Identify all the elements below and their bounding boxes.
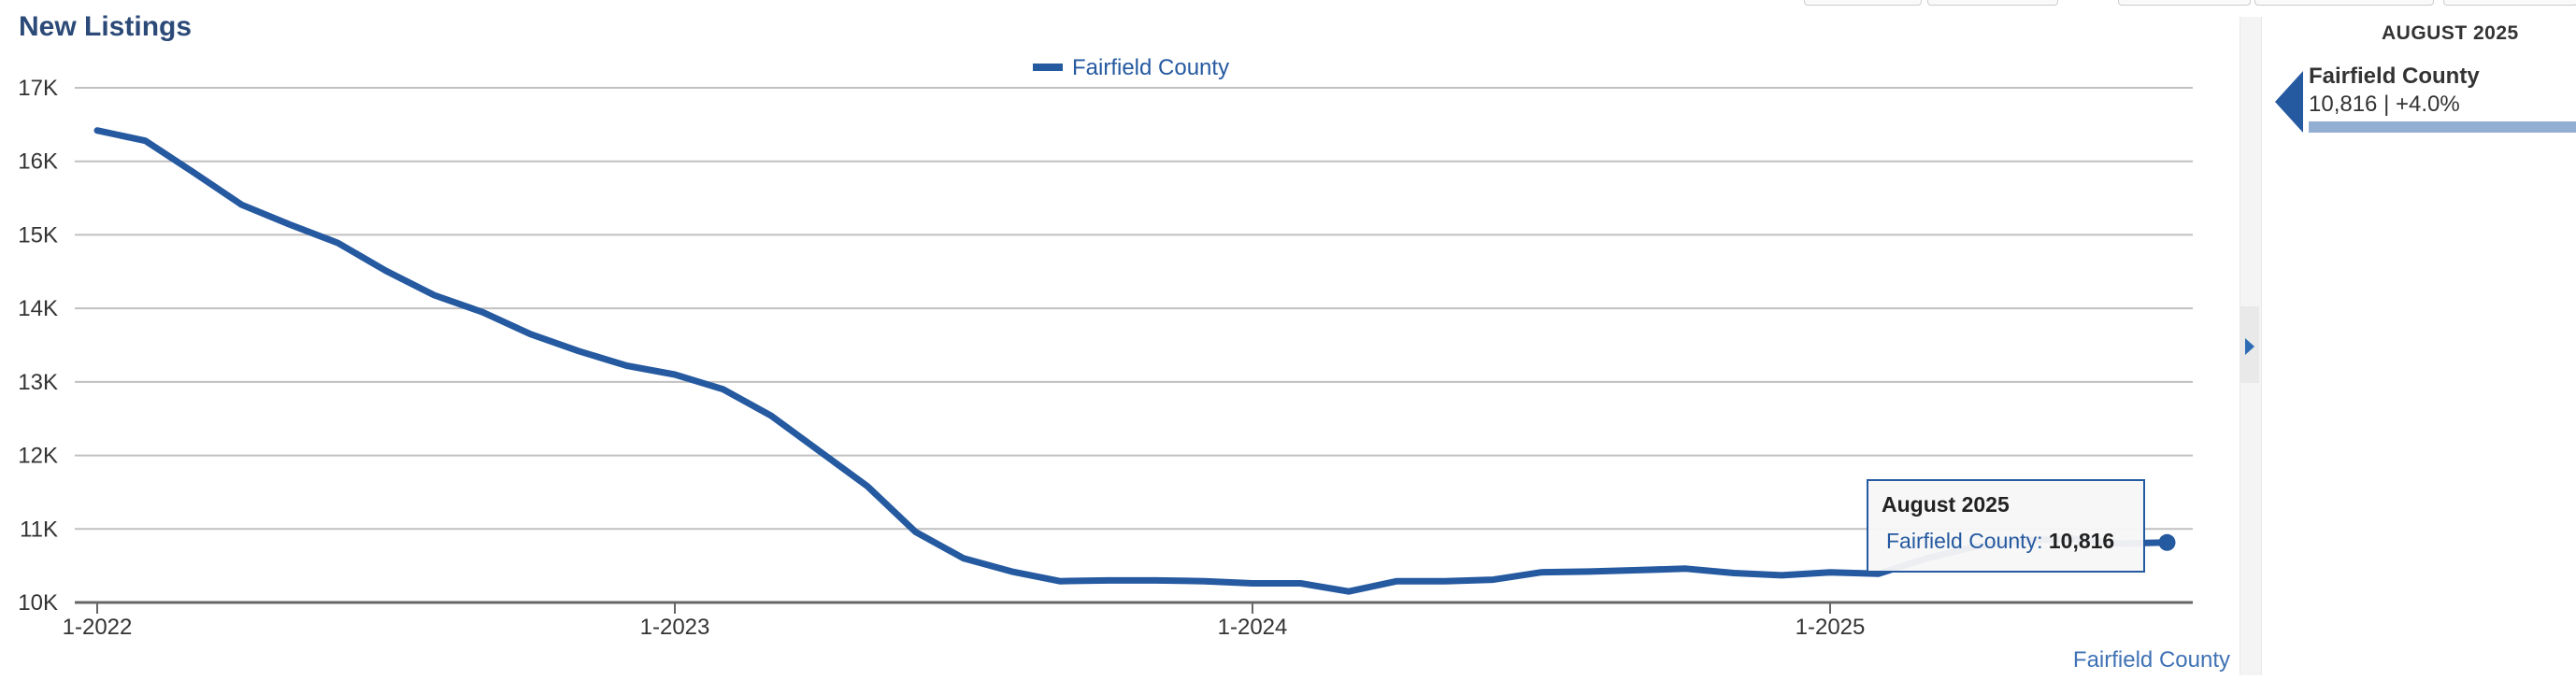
legend-label: Fairfield County: [1072, 55, 1229, 80]
side-panel-series-name[interactable]: Fairfield County: [2309, 64, 2480, 89]
y-tick-label: 16K: [18, 149, 58, 175]
y-tick-label: 12K: [18, 444, 58, 469]
tooltip-series-label: Fairfield County:: [1886, 529, 2043, 553]
x-tick-label: 1-2024: [1218, 615, 1288, 640]
top-toolbar: [0, 0, 2576, 6]
data-tooltip: August 2025 Fairfield County: 10,816: [1867, 479, 2145, 573]
line-chart: 10K 11K 12K 13K 14K 15K 16K 17K 1-2022 1-2023 1-20…: [18, 55, 2230, 673]
y-tick-label: 15K: [18, 222, 58, 248]
toolbar-tab[interactable]: [2254, 0, 2434, 6]
y-tick-label: 17K: [18, 76, 58, 101]
side-panel-month: AUGUST 2025: [2382, 22, 2519, 44]
chart-title: New Listings: [19, 11, 193, 42]
y-tick-label: 10K: [18, 590, 58, 616]
highlight-point: [2158, 533, 2176, 551]
series-line: [93, 127, 2170, 595]
side-panel: AUGUST 2025 Fairfield County 10,816 | +4…: [2262, 0, 2576, 680]
x-tick-label: 1-2023: [640, 615, 710, 640]
x-tick-label: 1-2025: [1796, 615, 1866, 640]
y-tick-label: 11K: [20, 517, 58, 542]
side-panel-stats: 10,816 | +4.0%: [2309, 92, 2460, 117]
toolbar-tab[interactable]: [2443, 0, 2576, 6]
expand-arrow-icon[interactable]: [2245, 338, 2254, 355]
x-tick-label: 1-2022: [63, 615, 133, 640]
tooltip-row: Fairfield County: 10,816: [1882, 529, 2130, 554]
y-tick-label: 14K: [18, 296, 58, 321]
tooltip-value: 10,816: [2048, 529, 2115, 553]
selection-pointer-icon: [2275, 71, 2303, 133]
toolbar-tab[interactable]: [1804, 0, 1922, 6]
tooltip-title: August 2025: [1882, 492, 2010, 517]
toolbar-tab[interactable]: [1927, 0, 2058, 6]
toolbar-tab[interactable]: [2118, 0, 2251, 6]
credit-label: Fairfield County: [2073, 647, 2230, 673]
side-panel-value-bar: [2309, 121, 2576, 133]
y-tick-label: 13K: [18, 370, 58, 395]
